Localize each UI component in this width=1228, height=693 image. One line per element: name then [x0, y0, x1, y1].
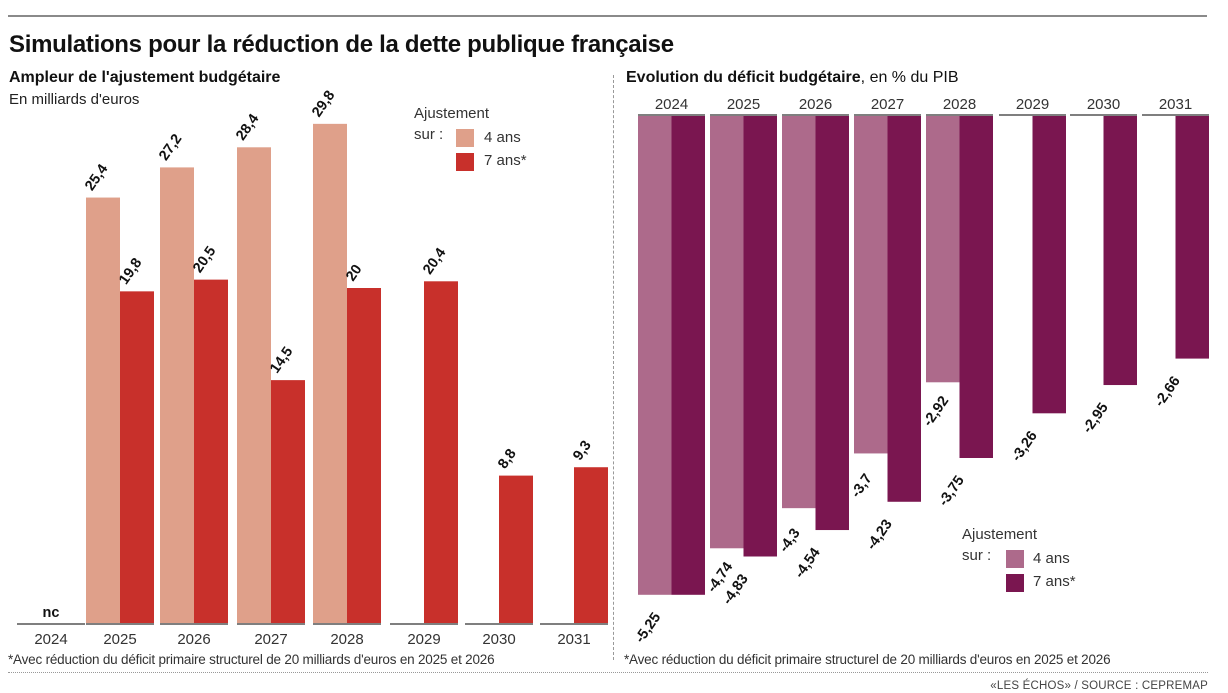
- right-label-7ans-2028: -3,75: [936, 473, 968, 509]
- page-title: Simulations pour la réduction de la dett…: [9, 31, 674, 58]
- left-legend-title: Ajustement: [414, 105, 490, 122]
- left-x-tick-2024: 2024: [34, 631, 67, 648]
- left-x-tick-2027: 2027: [254, 631, 287, 648]
- right-x-tick-2024: 2024: [655, 96, 688, 113]
- left-bar-7ans-2026: [194, 279, 228, 623]
- right-bar-4ans-2026: [782, 116, 816, 509]
- right-bar-7ans-2029: [1032, 116, 1066, 414]
- right-label-7ans-2026: -4,54: [792, 545, 824, 581]
- right-label-7ans-2031: -2,66: [1152, 374, 1184, 410]
- right-bar-7ans-2025: [743, 116, 777, 557]
- right-label-7ans-2024: -5,25: [632, 610, 664, 646]
- right-legend-sur: sur :: [962, 547, 992, 564]
- left-x-tick-2030: 2030: [482, 631, 515, 648]
- right-bar-7ans-2026: [815, 116, 849, 531]
- left-label-7ans-2028: 20: [343, 262, 365, 284]
- right-bar-4ans-2028: [926, 116, 960, 383]
- left-bar-4ans-2026: [160, 167, 194, 623]
- left-legend-label-4ans: 4 ans: [484, 129, 521, 146]
- left-x-tick-2026: 2026: [177, 631, 210, 648]
- left-bar-7ans-2027: [271, 380, 305, 623]
- left-chart-title: Ampleur de l'ajustement budgétaire: [9, 69, 281, 86]
- left-bar-4ans-2027: [237, 147, 271, 624]
- right-legend-title: Ajustement: [962, 526, 1038, 543]
- right-chart-title-suffix: , en % du PIB: [860, 69, 959, 86]
- left-bar-7ans-2031: [574, 467, 608, 623]
- right-label-4ans-2027: -3,7: [848, 471, 875, 501]
- left-bar-7ans-2025: [120, 291, 154, 623]
- right-x-tick-2025: 2025: [727, 96, 760, 113]
- right-bar-4ans-2027: [854, 116, 888, 454]
- left-legend-swatch-4ans: [456, 129, 474, 147]
- left-legend-label-7ans: 7 ans*: [484, 152, 527, 169]
- right-bar-7ans-2027: [887, 116, 921, 502]
- left-bar-7ans-2028: [347, 288, 381, 623]
- right-legend-label-4ans: 4 ans: [1033, 550, 1070, 567]
- left-legend-swatch-7ans: [456, 153, 474, 171]
- right-x-tick-2028: 2028: [943, 96, 976, 113]
- right-x-tick-2030: 2030: [1087, 96, 1120, 113]
- right-label-7ans-2030: -2,95: [1080, 400, 1112, 436]
- left-annotation-nc: nc: [43, 605, 60, 621]
- column-divider: [613, 75, 614, 660]
- top-rule: [8, 15, 1207, 17]
- right-legend-swatch-4ans: [1006, 550, 1024, 568]
- right-legend-swatch-7ans: [1006, 574, 1024, 592]
- right-footnote: *Avec réduction du déficit primaire stru…: [624, 652, 1111, 667]
- right-bar-4ans-2025: [710, 116, 744, 549]
- left-legend-sur: sur :: [414, 126, 444, 143]
- left-bar-4ans-2028: [313, 123, 347, 623]
- left-bar-4ans-2025: [86, 197, 120, 624]
- left-x-tick-2028: 2028: [330, 631, 363, 648]
- right-x-tick-2031: 2031: [1159, 96, 1192, 113]
- right-x-tick-2027: 2027: [871, 96, 904, 113]
- right-label-7ans-2027: -4,23: [864, 517, 896, 553]
- left-bar-7ans-2030: [499, 475, 533, 623]
- right-label-4ans-2028: -2,92: [920, 393, 952, 429]
- right-bar-7ans-2031: [1175, 116, 1209, 359]
- right-bar-4ans-2024: [638, 116, 672, 595]
- left-bar-7ans-2029: [424, 281, 458, 623]
- left-footnote: *Avec réduction du déficit primaire stru…: [8, 652, 495, 667]
- right-x-tick-2026: 2026: [799, 96, 832, 113]
- left-x-tick-2025: 2025: [103, 631, 136, 648]
- source-credit: «LES ÉCHOS» / SOURCE : CEPREMAP: [990, 680, 1208, 692]
- right-bar-7ans-2028: [959, 116, 993, 458]
- right-label-4ans-2026: -4,3: [776, 526, 803, 556]
- right-legend-label-7ans: 7 ans*: [1033, 573, 1076, 590]
- right-label-7ans-2029: -3,26: [1009, 428, 1041, 464]
- right-bar-7ans-2030: [1103, 116, 1137, 386]
- right-chart-title-bold: Evolution du déficit budgétaire: [626, 69, 861, 86]
- left-x-tick-2029: 2029: [407, 631, 440, 648]
- left-x-tick-2031: 2031: [557, 631, 590, 648]
- right-chart-title: Evolution du déficit budgétaire, en % du…: [626, 69, 959, 87]
- footer-divider: [8, 672, 1208, 673]
- left-chart-subtitle: En milliards d'euros: [9, 91, 140, 108]
- right-bar-7ans-2024: [671, 116, 705, 595]
- right-x-tick-2029: 2029: [1016, 96, 1049, 113]
